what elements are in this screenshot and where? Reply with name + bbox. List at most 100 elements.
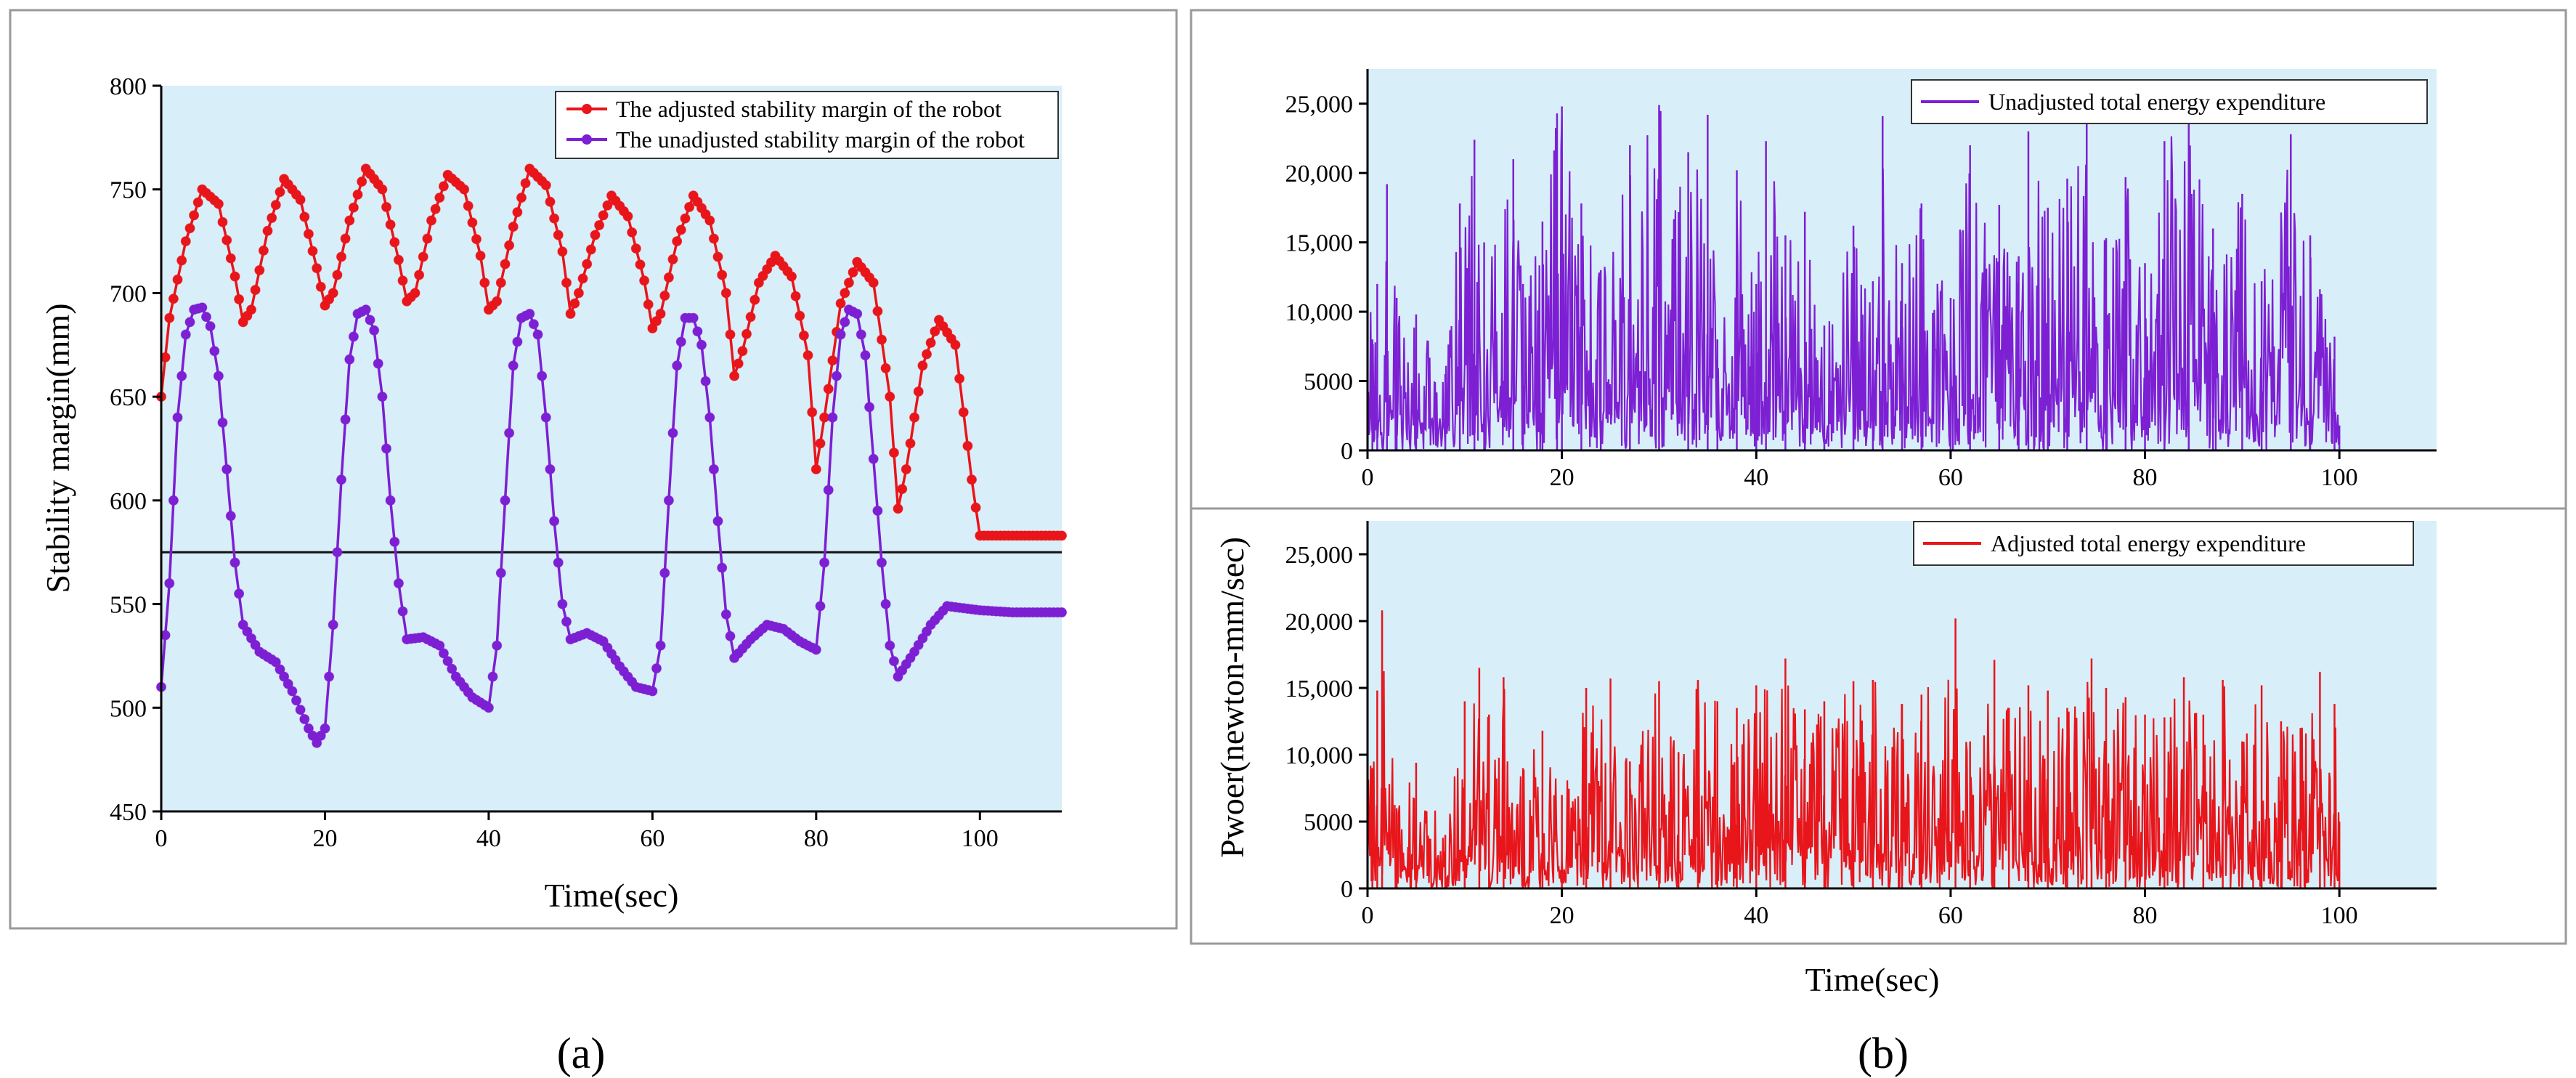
bt-x-tick-label: 0 [1362,464,1374,491]
data-point-adjusted [962,440,973,451]
data-point-adjusted [893,503,903,514]
panel-b: 0 20 40 60 80 100 0 5000 10,000 15,000 20,000 25,00… [1190,9,2567,998]
data-point-unadjusted [696,339,707,350]
data-point-adjusted [385,219,396,230]
bt-x-tick-label: 20 [1550,464,1575,491]
data-point-adjusted [500,259,511,270]
panel-b-bottom-legend-box [1913,521,2414,566]
series-line-adjusted [1366,670,2341,890]
data-point-adjusted [704,215,715,226]
data-point-adjusted [213,198,224,209]
data-point-adjusted [557,246,568,257]
data-point-adjusted [410,288,420,299]
data-point-adjusted [352,189,363,200]
data-point-unadjusted [324,671,335,682]
data-point-adjusted [348,202,359,213]
bb-y-tick-label: 25,000 [1285,542,1354,569]
data-point-unadjusted [512,336,523,347]
data-point-unadjusted [222,464,232,474]
data-point-adjusted [749,294,760,305]
data-point-unadjusted [176,370,187,381]
data-point-adjusted [172,274,183,285]
data-point-adjusted [598,210,609,221]
data-point-adjusted [189,210,200,221]
data-point-adjusted [344,215,355,226]
data-point-adjusted [950,339,961,350]
bt-y-tick-label: 5000 [1304,369,1353,396]
data-point-adjusted [922,349,932,360]
data-point-adjusted [787,271,797,282]
data-point-adjusted [307,246,318,256]
panel-a-y-axis-label: Stability margin(mm) [39,303,76,593]
data-point-adjusted [217,216,228,227]
data-point-adjusted [295,195,306,205]
data-point-adjusted [340,233,351,244]
data-point-adjusted [807,407,818,418]
data-point-adjusted [565,309,576,319]
data-point-unadjusted [213,370,224,381]
data-point-adjusted [222,235,232,246]
bt-y-tick-label: 20,000 [1285,161,1354,187]
data-point-unadjusted [500,495,511,506]
data-point-adjusted [312,263,322,274]
bt-x-tick-label: 80 [2133,464,2158,491]
data-point-adjusted [561,277,572,288]
data-point-adjusted [708,233,719,244]
data-point-adjusted [258,245,269,256]
data-point-adjusted [835,298,846,309]
data-point-unadjusted [888,656,899,667]
data-point-adjusted [667,254,678,264]
legend-adjusted-marker [582,104,592,114]
data-point-adjusted [434,192,445,203]
data-point-adjusted [332,270,343,280]
data-point-adjusted [729,370,740,381]
data-point-unadjusted [708,464,719,474]
data-point-unadjusted [442,656,453,667]
data-point-adjusted [909,412,920,423]
panel-a-x-axis-label: Time(sec) [545,877,679,914]
data-point-adjusted [471,234,482,245]
data-point-adjusted [184,223,195,234]
data-point-unadjusted [868,453,879,464]
panel-a-legend: The adjusted stability margin of the rob… [555,91,1059,159]
data-point-unadjusted [320,723,330,734]
data-point-adjusted [381,202,391,212]
data-point-adjusted [897,484,908,495]
data-point-unadjusted [815,601,826,612]
data-point-unadjusted [528,319,539,330]
data-point-adjusted [635,259,646,270]
data-point-adjusted [438,181,449,192]
data-point-adjusted [913,386,924,397]
legend-unadjusted-label: The unadjusted stability margin of the r… [616,126,1025,153]
data-point-adjusted [967,474,977,485]
data-point-adjusted [168,293,179,304]
data-point-unadjusted [561,616,572,627]
data-point-adjusted [275,187,285,198]
data-point-adjusted [389,237,400,248]
a-y-tick-label: 700 [110,280,147,307]
data-point-unadjusted [340,414,351,425]
data-point-unadjusted [864,402,875,413]
data-point-unadjusted [720,609,731,620]
data-point-adjusted [680,213,691,224]
data-point-unadjusted [197,302,208,313]
data-point-adjusted [930,326,940,337]
data-point-adjusted [176,255,187,266]
data-point-unadjusted [717,562,728,573]
data-point-unadjusted [348,331,359,342]
data-point-adjusted [672,236,683,247]
data-point-adjusted [901,464,911,474]
panel-b-bottom-legend: Adjusted total energy expenditure [1913,521,2414,566]
data-point-adjusted [790,291,801,301]
data-point-adjusted [315,281,326,292]
data-point-adjusted [582,259,593,270]
data-point-unadjusted [217,417,228,428]
a-x-tick-label: 80 [804,825,829,852]
data-point-adjusted [270,200,281,211]
data-point-adjusted [733,358,744,369]
data-point-adjusted [622,211,633,222]
data-point-adjusted [504,240,515,251]
data-point-adjusted [712,251,723,262]
a-x-tick-label: 40 [476,825,501,852]
data-point-unadjusted [840,317,850,328]
